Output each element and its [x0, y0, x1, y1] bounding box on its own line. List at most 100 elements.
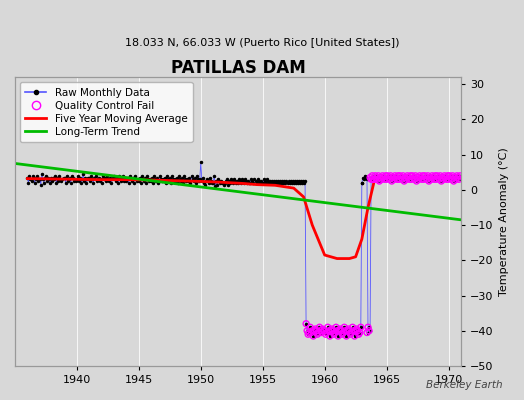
- Point: [386, 176, 394, 182]
- Point: [330, 331, 338, 338]
- Point: [447, 176, 456, 182]
- Point: [405, 176, 413, 182]
- Point: [456, 172, 464, 179]
- Point: [314, 329, 323, 336]
- Point: [335, 328, 343, 334]
- Point: [306, 324, 314, 330]
- Point: [440, 172, 449, 179]
- Point: [353, 326, 361, 332]
- Point: [332, 324, 340, 330]
- Point: [367, 176, 375, 182]
- Point: [426, 174, 434, 181]
- Point: [377, 176, 386, 182]
- Point: [365, 328, 373, 334]
- Point: [350, 328, 358, 334]
- Point: [315, 324, 324, 330]
- Point: [366, 174, 374, 181]
- Point: [371, 172, 379, 179]
- Point: [309, 333, 318, 339]
- Point: [321, 328, 329, 334]
- Point: [383, 176, 391, 182]
- Point: [436, 172, 444, 179]
- Point: [410, 176, 419, 182]
- Point: [400, 178, 408, 184]
- Point: [395, 176, 403, 182]
- Point: [310, 328, 319, 334]
- Point: [420, 176, 428, 182]
- Point: [417, 174, 425, 181]
- Point: [407, 176, 416, 182]
- Point: [387, 172, 395, 179]
- Point: [364, 324, 372, 330]
- Title: PATILLAS DAM: PATILLAS DAM: [171, 59, 305, 77]
- Point: [354, 328, 362, 334]
- Point: [342, 333, 351, 339]
- Point: [384, 172, 392, 179]
- Point: [328, 326, 336, 332]
- Point: [369, 176, 377, 182]
- Point: [452, 176, 460, 182]
- Point: [356, 329, 364, 336]
- Point: [414, 176, 423, 182]
- Point: [339, 329, 347, 336]
- Point: [439, 176, 447, 182]
- Point: [355, 331, 363, 338]
- Point: [441, 174, 450, 181]
- Point: [430, 176, 438, 182]
- Point: [325, 333, 334, 339]
- Point: [409, 174, 418, 181]
- Point: [425, 178, 433, 184]
- Point: [389, 174, 397, 181]
- Point: [378, 172, 387, 179]
- Point: [337, 328, 345, 334]
- Point: [379, 174, 388, 181]
- Point: [421, 172, 429, 179]
- Point: [322, 331, 330, 338]
- Point: [392, 176, 401, 182]
- Point: [390, 176, 398, 182]
- Point: [373, 176, 381, 182]
- Point: [313, 331, 322, 338]
- Point: [437, 178, 445, 184]
- Point: [443, 172, 452, 179]
- Point: [323, 329, 331, 336]
- Point: [433, 172, 441, 179]
- Point: [431, 172, 439, 179]
- Point: [380, 176, 389, 182]
- Point: [308, 328, 316, 334]
- Point: [348, 324, 357, 330]
- Point: [423, 176, 431, 182]
- Point: [424, 172, 432, 179]
- Point: [357, 324, 365, 330]
- Point: [444, 176, 453, 182]
- Point: [376, 174, 385, 181]
- Point: [411, 172, 420, 179]
- Point: [399, 172, 407, 179]
- Point: [403, 172, 411, 179]
- Legend: Raw Monthly Data, Quality Control Fail, Five Year Moving Average, Long-Term Tren: Raw Monthly Data, Quality Control Fail, …: [20, 82, 192, 142]
- Point: [381, 172, 390, 179]
- Point: [344, 326, 353, 332]
- Point: [408, 172, 417, 179]
- Point: [419, 172, 427, 179]
- Point: [434, 174, 442, 181]
- Point: [336, 326, 344, 332]
- Point: [333, 328, 341, 334]
- Point: [370, 176, 378, 182]
- Point: [392, 174, 400, 181]
- Point: [402, 176, 410, 182]
- Point: [435, 176, 443, 182]
- Text: Berkeley Earth: Berkeley Earth: [427, 380, 503, 390]
- Point: [442, 176, 451, 182]
- Point: [329, 328, 337, 334]
- Point: [338, 331, 346, 338]
- Point: [368, 172, 376, 179]
- Point: [412, 178, 421, 184]
- Point: [446, 174, 455, 181]
- Point: [331, 329, 339, 336]
- Point: [345, 328, 354, 334]
- Point: [305, 329, 313, 336]
- Point: [418, 176, 426, 182]
- Point: [334, 333, 342, 339]
- Y-axis label: Temperature Anomaly (°C): Temperature Anomaly (°C): [499, 147, 509, 296]
